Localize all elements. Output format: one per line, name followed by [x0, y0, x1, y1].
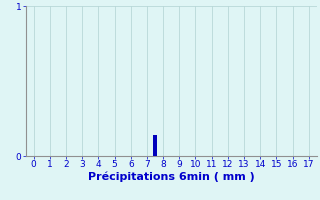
Bar: [153, 135, 157, 156]
X-axis label: Précipitations 6min ( mm ): Précipitations 6min ( mm ): [88, 172, 255, 182]
